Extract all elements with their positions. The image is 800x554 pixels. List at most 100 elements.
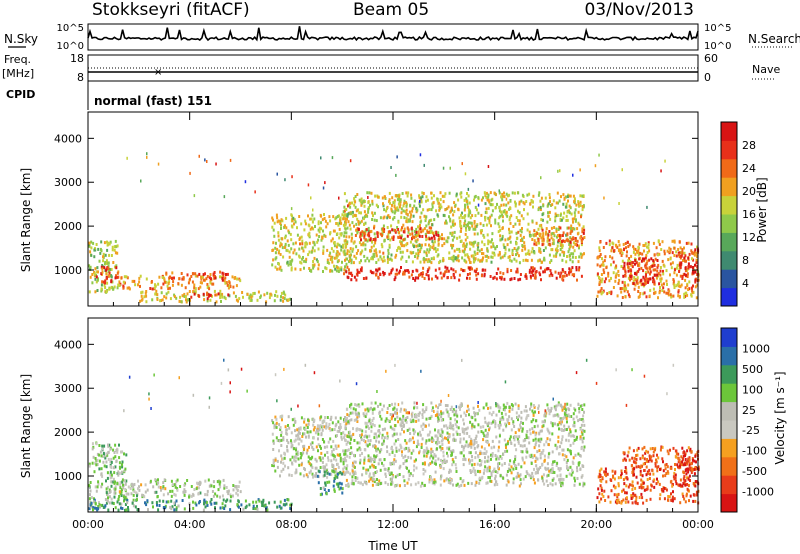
velocity-outlier (408, 411, 410, 415)
site-title: Stokkseyri (fitACF) (92, 0, 250, 20)
power-colorbar-segment (721, 232, 737, 252)
power-outlier (603, 196, 605, 200)
velocity-colorbar-tick: 100 (742, 383, 763, 396)
freq-tick-top: 18 (70, 52, 84, 65)
power-ytick: 2000 (54, 220, 82, 233)
axis-ticks: 1000 2000 3000 4000 1000 2000 3000 4000 00:00 04:… (54, 112, 714, 531)
velocity-outlier (227, 368, 230, 372)
power-region-2 (118, 274, 242, 291)
velocity-outlier (433, 410, 435, 413)
velocity-colorbar-segment (721, 346, 737, 366)
velocity-outlier (229, 390, 231, 394)
velocity-outlier (416, 401, 418, 405)
power-colorbar-segment (721, 158, 737, 178)
power-outlier (324, 181, 326, 185)
velocity-outlier (631, 368, 633, 372)
velocity-outlier (477, 401, 479, 404)
velocity-region-4 (342, 401, 586, 488)
power-outlier (254, 190, 256, 194)
power-outlier (572, 173, 574, 177)
power-outlier (307, 183, 310, 187)
power-region-6 (271, 213, 349, 273)
power-outlier (206, 160, 208, 163)
power-outlier (557, 169, 559, 173)
nsky-label: N.Sky (4, 32, 38, 46)
power-outlier (396, 155, 398, 159)
nave-label: Nave (752, 63, 780, 76)
power-scatter (88, 152, 700, 304)
velocity-outlier (148, 392, 150, 396)
power-outlier (472, 179, 474, 183)
power-outlier (395, 173, 397, 177)
velocity-colorbar-segment (721, 456, 737, 476)
velocity-outlier (208, 405, 210, 409)
power-colorbar-segment (721, 214, 737, 233)
power-outlier (223, 195, 226, 199)
velocity-outlier (595, 381, 598, 385)
power-panel (87, 111, 699, 307)
power-outlier (312, 208, 314, 212)
velocity-outlier (564, 402, 566, 406)
power-outlier (320, 156, 322, 160)
velocity-colorbar-segment (721, 493, 737, 513)
nsky-panel (87, 23, 699, 51)
velocity-region-8 (678, 454, 700, 488)
velocity-outlier (455, 405, 458, 409)
velocity-outlier (297, 404, 299, 408)
velocity-colorbar-tick: -500 (742, 465, 767, 478)
velocity-outlier (276, 399, 278, 403)
velocity-ytick: 3000 (54, 382, 82, 395)
velocity-colorbar: 1000 500 100 25 -25 -100 -500 -1000 (720, 327, 774, 513)
power-region-10 (533, 226, 586, 247)
power-region-12 (622, 257, 662, 287)
power-outlier (464, 172, 467, 176)
velocity-outlier (220, 381, 223, 385)
nave-tick-top: 60 (704, 52, 718, 65)
velocity-outlier (274, 373, 277, 377)
power-colorbar-segment (721, 122, 737, 141)
velocity-outlier (397, 403, 400, 407)
velocity-outlier (615, 368, 617, 372)
power-outlier (477, 203, 480, 207)
velocity-outlier (192, 393, 195, 397)
time-xtick: 08:00 (275, 518, 307, 531)
power-colorbar-tick: 8 (742, 254, 749, 267)
power-colorbar-tick: 28 (742, 139, 756, 152)
nsearch-tick-bottom: 10^0 (704, 41, 731, 52)
velocity-outlier (376, 390, 378, 393)
velocity-outlier (153, 373, 155, 377)
velocity-outlier (420, 369, 422, 373)
power-outlier (204, 158, 206, 162)
power-region-13 (677, 248, 700, 282)
nave-tick-bottom: 0 (704, 71, 711, 84)
power-outlier (390, 166, 392, 169)
velocity-outlier (495, 402, 497, 405)
velocity-outlier (178, 376, 180, 380)
power-outlier (505, 197, 508, 201)
velocity-outlier (223, 358, 225, 362)
power-colorbar-tick: 24 (742, 162, 756, 175)
velocity-region-7 (622, 445, 700, 506)
velocity-outlier (585, 358, 588, 362)
power-outlier (598, 153, 600, 157)
power-outlier (487, 165, 490, 168)
velocity-outlier (544, 409, 546, 413)
velocity-outlier (504, 380, 507, 384)
power-outlier (423, 163, 425, 167)
power-outlier (442, 166, 445, 170)
power-colorbar: 4 8 12 16 20 24 28 (720, 121, 756, 307)
power-outlier (660, 169, 662, 173)
power-colorbar-segment (721, 195, 737, 215)
power-region-8 (354, 226, 444, 243)
velocity-outlier (394, 363, 396, 367)
power-ytick: 3000 (54, 176, 82, 189)
power-outlier (215, 162, 217, 166)
power-outlier (646, 205, 648, 209)
power-outlier (461, 162, 463, 166)
velocity-outlier (150, 407, 152, 410)
power-outlier (146, 155, 148, 159)
power-outlier (449, 166, 451, 170)
power-outlier (419, 153, 422, 157)
power-outlier (579, 168, 581, 172)
